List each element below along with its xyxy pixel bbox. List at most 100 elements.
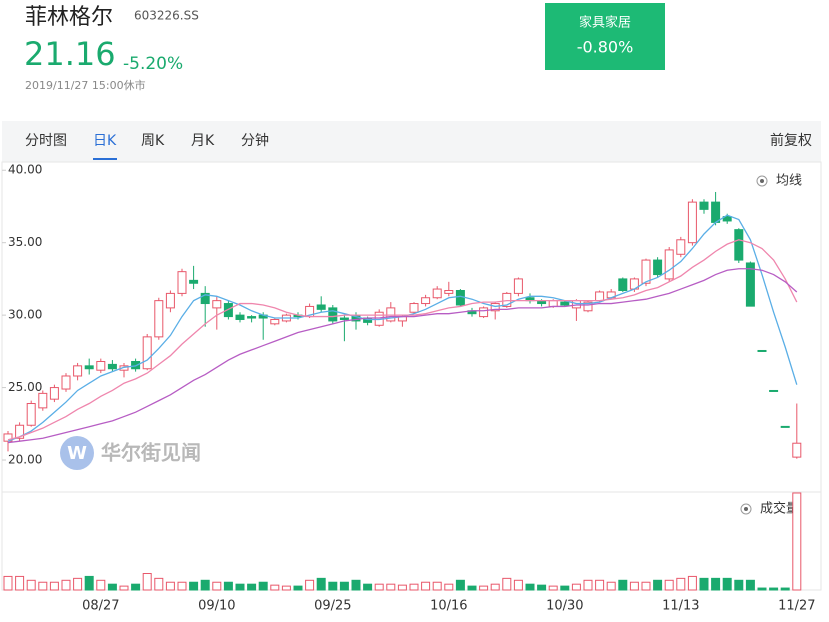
volume-bar [363,583,373,591]
candle-body [200,292,210,305]
volume-bar [711,577,721,591]
tab[interactable]: 周K [141,133,165,149]
stock-change: -5.20% [123,54,183,74]
volume-bar [699,577,709,591]
volume-bar [525,583,535,591]
y-tick-label: 20.00 [8,453,42,467]
tab[interactable]: 月K [191,133,215,149]
adjust-tab[interactable]: 前复权 [770,132,812,149]
volume-bar [339,581,349,591]
volume-legend-icon[interactable] [740,503,752,515]
sector-name[interactable]: 家具家居 [579,15,631,31]
volume-bar [745,579,755,591]
volume-bar [641,581,651,591]
candle-body [432,288,442,299]
x-tick-label: 11/13 [662,599,699,614]
candle-body [792,442,802,458]
candle-body [247,316,257,319]
candle-body [757,349,767,352]
volume-bar [328,581,338,591]
tab-bar [2,121,821,162]
volume-bar [664,579,674,591]
tab[interactable]: 分钟 [241,132,269,149]
x-tick-label: 08/27 [82,599,119,614]
ma-legend-icon[interactable] [756,175,768,187]
candle-body [641,259,651,284]
candle-body [444,290,454,294]
candle-body [571,300,581,309]
candle-body [61,375,71,390]
candle-body [421,297,431,305]
candle-body [270,318,280,325]
volume-bar [351,579,361,591]
volume-bar [479,585,489,591]
tab[interactable]: 日K [93,133,117,149]
candle-body [235,314,245,320]
volume-bar [757,587,767,591]
candle-body [780,425,790,428]
volume-bar [26,579,36,591]
candle-body [502,292,512,307]
candle-body [409,303,419,313]
volume-bar [131,583,141,591]
candle-body [84,365,94,370]
candle-body [676,239,686,255]
volume-bar [792,492,802,591]
candle-body [154,300,164,338]
candle-body [583,301,593,312]
y-tick-label: 25.00 [8,380,42,394]
stock-price: 21.16 [24,35,116,73]
volume-bar [177,581,187,591]
volume-bar [397,584,407,591]
volume-bar [247,583,257,591]
volume-bar [96,579,106,591]
volume-bar [537,584,547,591]
ma-legend-dot [760,179,764,183]
tab[interactable]: 分时图 [25,133,67,149]
volume-bar [258,581,268,591]
volume-bar [432,581,442,591]
candle-body [490,303,500,312]
volume-bar [165,581,175,591]
candle-body [316,304,326,310]
candle-body [687,201,697,244]
x-tick-label: 10/30 [546,599,583,614]
ma-legend[interactable]: 均线 [776,174,802,189]
volume-bar [316,577,326,591]
volume-bar [618,579,628,591]
candle-body [177,271,187,294]
sector-change: -0.80% [577,38,634,57]
volume-bar [409,583,419,591]
volume-bar [502,577,512,591]
x-tick-label: 09/10 [198,599,235,614]
volume-bar [560,585,570,591]
watermark: 华尔街见闻 [101,441,201,465]
volume-bar [513,579,523,591]
candle-body [653,259,663,276]
volume-bar [421,581,431,591]
volume-legend[interactable]: 成交量 [760,501,799,517]
volume-bar [293,585,303,591]
volume-bar [629,581,639,591]
volume-bar [73,577,83,591]
candle-body [96,360,106,371]
volume-bar [490,583,500,591]
candle-body [339,317,349,320]
volume-bar [142,573,152,591]
stock-code: 603226.SS [134,9,199,23]
volume-bar [212,581,222,591]
volume-bar [606,581,616,591]
volume-bar [571,583,581,591]
volume-bar [780,587,790,591]
x-tick-label: 09/25 [314,599,351,614]
sector-box[interactable] [545,3,665,70]
watermark-logo [60,436,94,470]
volume-bar [235,583,245,591]
volume-bar [467,585,477,591]
volume-bar [38,581,48,591]
candle-body [165,292,175,309]
candle-body [595,291,605,302]
volume-bar [548,585,558,591]
